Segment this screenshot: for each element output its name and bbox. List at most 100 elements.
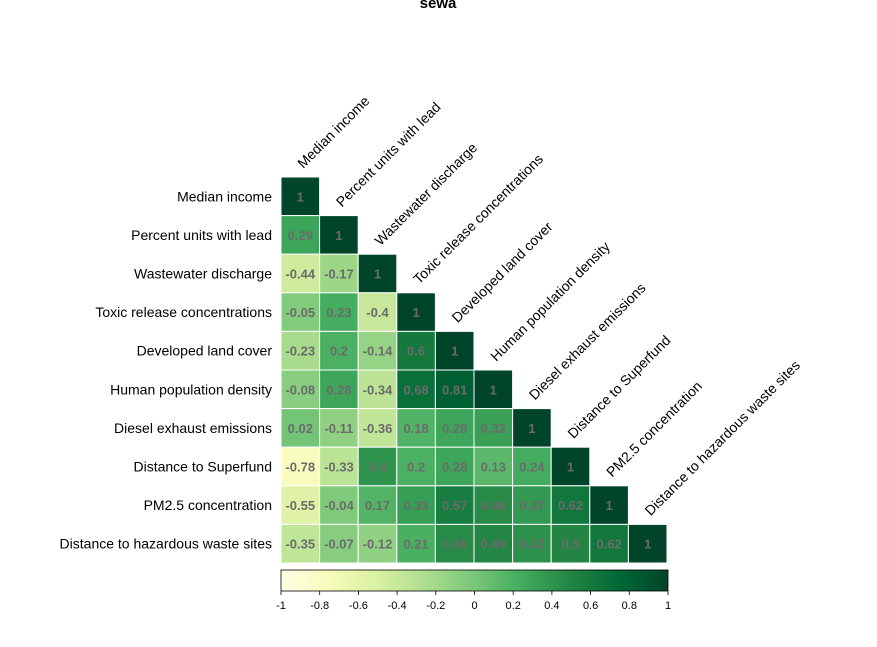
column-label: Distance to hazardous waste sites [642, 357, 804, 519]
cell-value-label: 0.32 [481, 421, 506, 436]
heatmap-cell [357, 369, 398, 410]
cell-value-label: 1 [528, 421, 535, 436]
cell-value-label: 0.62 [596, 537, 621, 552]
heatmap-cell [627, 523, 668, 564]
cell-value-label: -0.05 [285, 305, 315, 320]
cell-value-label: 0.2 [330, 344, 348, 359]
heatmap-cell [357, 253, 398, 294]
cell-value-label: 0.37 [519, 498, 544, 513]
cell-value-label: 0.46 [442, 537, 467, 552]
colorbar-tick-label: 0.2 [506, 600, 521, 612]
cell-value-label: 1 [490, 382, 497, 397]
heatmap-cell [319, 369, 359, 410]
heatmap-cell [280, 523, 321, 564]
heatmap-cell [280, 408, 321, 448]
heatmap-cell [434, 369, 475, 410]
colorbar-tick-label: 0 [471, 600, 477, 612]
cell-value-label: 0.18 [403, 421, 428, 436]
row-label: Toxic release concentrations [95, 304, 272, 320]
row-label: Human population density [110, 381, 272, 397]
chart-title: sewa [420, 0, 457, 12]
heatmap-cell [589, 485, 629, 525]
heatmap-cell [473, 523, 514, 564]
colorbar-tick-label: 0.4 [544, 600, 559, 612]
cell-value-label: 0.33 [403, 498, 428, 513]
heatmap-cell [396, 523, 436, 564]
cell-value-label: 1 [605, 498, 612, 513]
heatmap-cell [357, 523, 398, 564]
cell-value-label: -0.04 [324, 498, 354, 513]
heatmap-cell [550, 523, 591, 564]
cell-value-label: 1 [451, 344, 458, 359]
cell-value-label: 1 [567, 460, 574, 475]
cell-value-label: 0.21 [403, 537, 428, 552]
row-label: Developed land cover [137, 343, 273, 359]
heatmap-cell [280, 215, 321, 255]
cell-value-label: 0.28 [326, 382, 351, 397]
heatmap-cell [280, 446, 321, 487]
row-label: Diesel exhaust emissions [114, 420, 272, 436]
row-label: Percent units with lead [131, 227, 272, 243]
cell-value-label: -0.36 [363, 421, 393, 436]
cell-value-label: 0.13 [481, 460, 506, 475]
row-label: Wastewater discharge [134, 266, 272, 282]
cell-value-label: 1 [412, 305, 419, 320]
cell-value-label: 1 [374, 267, 381, 282]
row-label: PM2.5 concentration [144, 497, 272, 513]
cell-value-label: -0.55 [285, 498, 315, 513]
heatmap-cell [357, 446, 398, 487]
cell-value-label: 0.23 [326, 305, 351, 320]
cell-value-label: 0.24 [519, 460, 545, 475]
heatmap-cell [473, 485, 514, 525]
cell-value-label: -0.11 [324, 421, 353, 436]
heatmap-cell [396, 485, 436, 525]
heatmap-cell [319, 330, 359, 371]
heatmap-cell [396, 369, 436, 410]
cell-value-label: 0.2 [407, 460, 425, 475]
colorbar-tick-label: -1 [276, 600, 286, 612]
heatmap-cell [319, 408, 359, 448]
heatmap-cell [550, 446, 591, 487]
heatmap-cell [589, 523, 629, 564]
heatmap-cell [280, 176, 321, 217]
cell-value-label: -0.23 [285, 344, 315, 359]
cell-value-label: -0.34 [363, 382, 393, 397]
cell-value-label: 0.62 [558, 498, 583, 513]
cell-value-label: -0.4 [366, 305, 389, 320]
cell-value-label: 0.46 [481, 498, 506, 513]
cell-value-label: 1 [297, 189, 304, 204]
cell-value-label: -0.35 [285, 537, 315, 552]
column-label: Median income [294, 93, 373, 172]
cell-value-label: 0.81 [442, 382, 467, 397]
cell-value-label: 0.6 [407, 344, 425, 359]
cell-value-label: 0.68 [403, 382, 428, 397]
colorbar-tick-label: 1 [665, 600, 671, 612]
colorbar-tick-label: -0.4 [388, 600, 407, 612]
column-label: Toxic release concentrations [410, 151, 546, 287]
cell-value-label: -0.14 [363, 344, 393, 359]
heatmap-cell [319, 292, 359, 332]
colorbar: -1 -0.8 -0.6 -0.4 -0.2 0 0.2 0.4 0.6 0.8 1 [276, 569, 671, 612]
cell-value-label: 1 [644, 537, 651, 552]
row-label: Median income [177, 188, 272, 204]
cell-value-label: 1 [335, 228, 342, 243]
heatmap-cell [280, 369, 321, 410]
cell-value-label: -0.17 [324, 267, 354, 282]
colorbar-tick-label: -0.8 [310, 600, 329, 612]
colorbar-tick-label: -0.6 [349, 600, 368, 612]
heatmap-cell [473, 408, 514, 448]
heatmap-cell [280, 485, 321, 525]
heatmap-cell [319, 523, 359, 564]
cell-value-label: 0.57 [442, 498, 467, 513]
cell-value-label: -0.44 [285, 267, 315, 282]
row-labels: Median income Percent units with lead Wast… [60, 188, 273, 551]
colorbar-tick-label: 0.8 [622, 600, 637, 612]
heatmap-cell [396, 330, 436, 371]
cell-value-label: 0.5 [561, 537, 579, 552]
colorbar-gradient [280, 569, 669, 592]
heatmap-cell [473, 369, 514, 410]
cell-value-label: -0.08 [285, 382, 315, 397]
heatmap-cell [434, 523, 475, 564]
heatmap-cell [396, 292, 436, 332]
